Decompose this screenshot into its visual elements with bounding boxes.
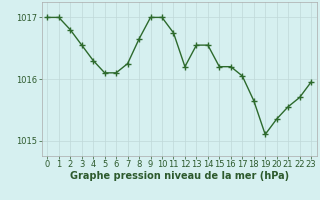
X-axis label: Graphe pression niveau de la mer (hPa): Graphe pression niveau de la mer (hPa) [70,171,289,181]
